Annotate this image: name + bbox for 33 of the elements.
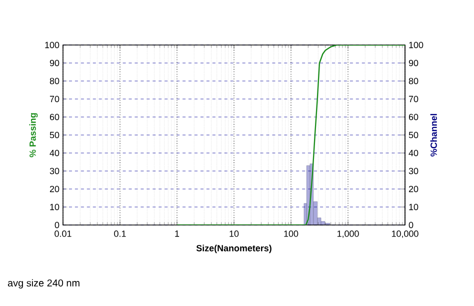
- y-tick-label: 80: [50, 78, 60, 84]
- y-tick-label: 90: [50, 60, 60, 66]
- y-tick-label: 70: [50, 96, 60, 102]
- y-tick-label: 0: [54, 222, 60, 228]
- y2-tick-label: 90: [408, 60, 418, 66]
- y2-tick-label: 50: [408, 132, 418, 138]
- y2-tick-label: 0: [408, 222, 414, 228]
- y2-tick-label: 60: [408, 114, 418, 120]
- y2-axis-title: %Channel: [430, 114, 437, 156]
- x-tick-label: 0.01: [54, 230, 72, 237]
- x-tick-label: 10: [230, 230, 239, 237]
- y2-tick-label: 80: [408, 78, 418, 84]
- y2-tick-label: 70: [408, 96, 418, 102]
- y2-tick-label: 20: [408, 186, 418, 192]
- y2-tick-label: 10: [409, 204, 418, 210]
- x-tick-label: 100: [284, 230, 298, 237]
- y2-tick-label: 40: [408, 150, 418, 156]
- x-tick-label: 0.1: [114, 230, 126, 237]
- y-tick-label: 40: [50, 150, 60, 156]
- y-tick-label: 100: [45, 42, 60, 48]
- y-tick-label: 20: [50, 186, 60, 192]
- x-tick-label: 10,000: [392, 230, 418, 238]
- text: avg size 240 nm: [8, 279, 80, 288]
- y-tick-label: 10: [50, 204, 60, 210]
- x-axis-title: Size(Nanometers): [196, 244, 272, 254]
- y-tick-label: 50: [50, 132, 60, 138]
- x-tick-label: 1: [175, 230, 180, 237]
- y-tick-label: 60: [50, 114, 60, 120]
- y2-tick-label: 30: [408, 168, 418, 174]
- y-axis-title: % Passing: [29, 113, 38, 158]
- y-tick-label: 30: [50, 168, 60, 174]
- x-tick-label: 1,000: [337, 230, 359, 238]
- y2-tick-label: 100: [409, 42, 424, 48]
